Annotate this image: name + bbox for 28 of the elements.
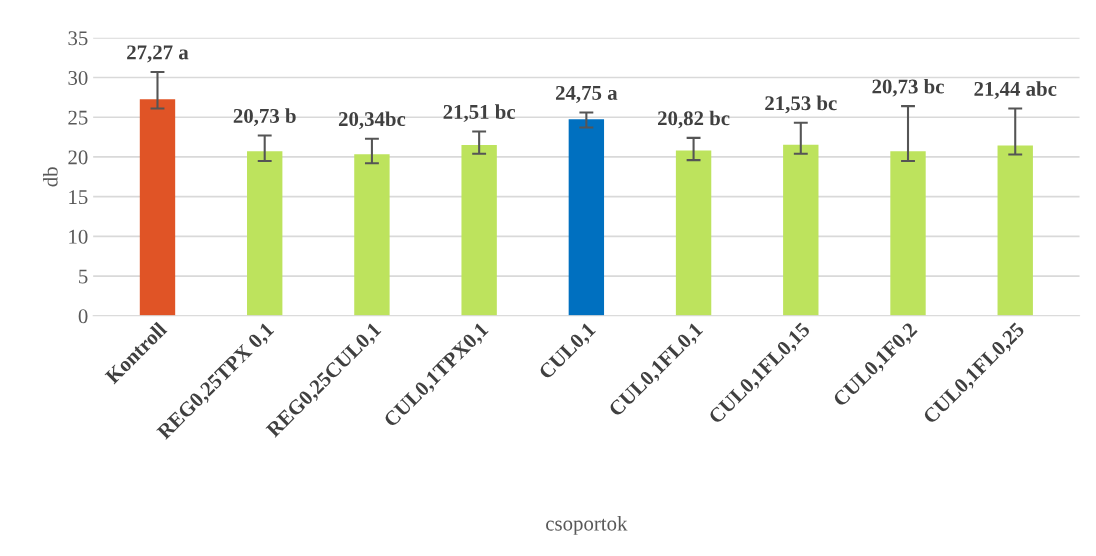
x-axis-title: csoportok [546, 515, 628, 535]
bar [247, 151, 283, 316]
y-tick-label: 5 [79, 269, 88, 284]
bar [139, 99, 176, 316]
data-label: 20,34bc [338, 111, 406, 130]
data-label: 20,73 b [233, 108, 296, 126]
bar [783, 144, 819, 316]
y-axis-title: db [43, 167, 58, 187]
data-label: 21,53 bc [765, 95, 837, 114]
y-tick-label: 20 [68, 150, 88, 165]
y-tick-label: 35 [68, 31, 88, 46]
data-label: 20,73 bc [872, 78, 944, 97]
y-tick-label: 30 [68, 70, 88, 85]
bar [461, 144, 497, 316]
bar [568, 119, 605, 316]
data-label: 24,75 a [555, 85, 618, 103]
bar [675, 150, 712, 316]
data-label: 21,51 bc [443, 104, 516, 122]
y-tick-label: 0 [78, 309, 88, 324]
data-label: 20,82 bc [657, 110, 730, 129]
bar [890, 151, 926, 316]
data-label: 21,44 abc [974, 81, 1057, 99]
y-tick-label: 25 [68, 110, 88, 125]
data-label: 27,27 a [127, 45, 189, 63]
bar [997, 145, 1033, 316]
y-tick-label: 10 [69, 229, 88, 244]
bar [354, 154, 390, 316]
y-tick-label: 15 [69, 190, 88, 205]
